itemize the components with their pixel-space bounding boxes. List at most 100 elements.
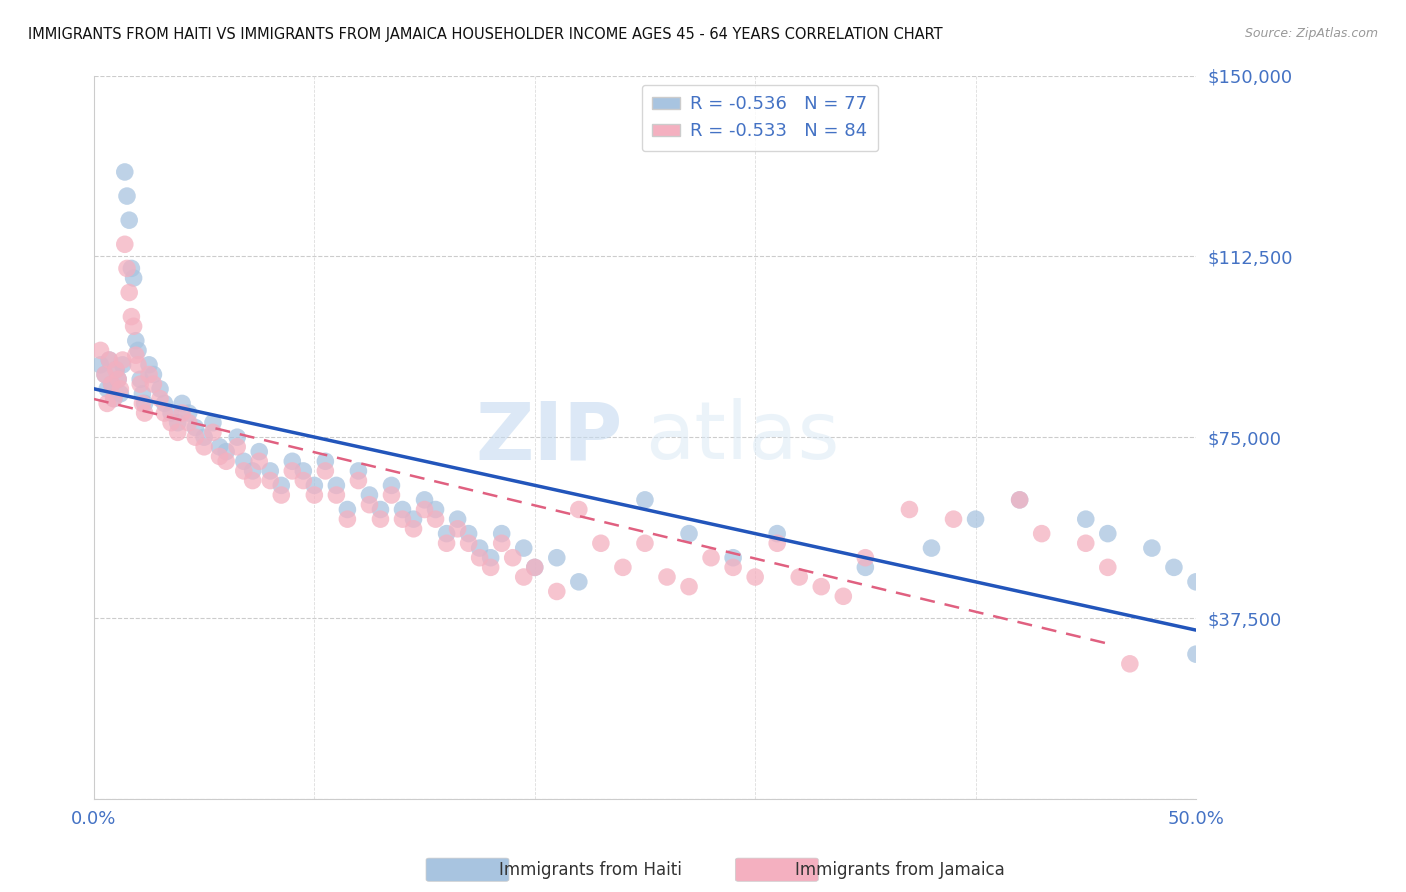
Point	[292, 464, 315, 478]
Point	[184, 420, 207, 434]
Point	[721, 550, 744, 565]
Point	[1074, 512, 1097, 526]
Point	[215, 444, 238, 458]
Point	[425, 502, 447, 516]
Point	[110, 386, 132, 401]
Point	[380, 478, 402, 492]
Point	[391, 512, 413, 526]
Point	[380, 488, 402, 502]
Point	[177, 416, 200, 430]
Point	[413, 502, 436, 516]
Point	[965, 512, 987, 526]
Point	[853, 550, 876, 565]
Point	[114, 237, 136, 252]
Point	[325, 478, 347, 492]
Point	[98, 353, 121, 368]
Point	[100, 377, 122, 392]
Point	[129, 372, 152, 386]
Text: ZIP: ZIP	[475, 398, 623, 476]
Point	[122, 319, 145, 334]
Point	[281, 464, 304, 478]
Point	[247, 454, 270, 468]
Point	[226, 440, 249, 454]
Point	[468, 550, 491, 565]
Point	[402, 512, 425, 526]
Point	[721, 560, 744, 574]
Point	[142, 368, 165, 382]
Point	[134, 396, 156, 410]
Point	[491, 526, 513, 541]
Point	[512, 541, 534, 555]
Point	[100, 377, 122, 392]
Point	[94, 368, 117, 382]
Point	[115, 261, 138, 276]
Point	[1097, 560, 1119, 574]
Point	[270, 478, 292, 492]
Point	[125, 334, 148, 348]
Point	[242, 464, 264, 478]
Point	[370, 512, 392, 526]
Point	[921, 541, 943, 555]
Point	[118, 213, 141, 227]
Point	[232, 454, 254, 468]
Point	[90, 343, 112, 358]
Point	[336, 502, 359, 516]
Point	[1119, 657, 1142, 671]
Point	[568, 502, 591, 516]
Point	[898, 502, 921, 516]
Point	[1097, 526, 1119, 541]
Point	[281, 454, 304, 468]
Point	[359, 498, 381, 512]
Point	[98, 353, 121, 368]
Point	[446, 522, 468, 536]
Point	[215, 454, 238, 468]
Point	[479, 560, 502, 574]
Point	[247, 444, 270, 458]
Point	[347, 474, 370, 488]
Point	[115, 189, 138, 203]
Text: atlas: atlas	[645, 398, 839, 476]
Point	[96, 382, 118, 396]
Point	[314, 454, 336, 468]
Point	[523, 560, 546, 574]
Point	[120, 310, 142, 324]
Point	[325, 488, 347, 502]
Point	[201, 425, 224, 440]
Point	[744, 570, 766, 584]
Point	[259, 474, 281, 488]
Point	[1185, 647, 1208, 661]
Point	[208, 450, 231, 464]
Point	[193, 430, 215, 444]
Point	[1031, 526, 1053, 541]
Point	[122, 271, 145, 285]
Point	[589, 536, 612, 550]
Point	[832, 590, 855, 604]
Point	[766, 526, 789, 541]
Point	[125, 348, 148, 362]
Point	[166, 425, 188, 440]
Point	[96, 396, 118, 410]
Point	[242, 474, 264, 488]
Point	[1140, 541, 1163, 555]
Point	[502, 550, 524, 565]
Point	[172, 406, 194, 420]
Point	[114, 165, 136, 179]
Point	[457, 526, 479, 541]
Point	[134, 406, 156, 420]
Point	[110, 382, 132, 396]
Point	[634, 536, 657, 550]
Point	[1185, 574, 1208, 589]
Point	[111, 358, 134, 372]
Point	[149, 382, 172, 396]
Point	[1008, 492, 1031, 507]
Point	[193, 440, 215, 454]
Point	[184, 430, 207, 444]
Point	[107, 372, 129, 386]
Point	[120, 261, 142, 276]
Point	[391, 502, 413, 516]
Point	[103, 392, 125, 406]
Point	[512, 570, 534, 584]
Point	[436, 526, 458, 541]
Point	[678, 526, 700, 541]
Text: Immigrants from Haiti: Immigrants from Haiti	[499, 861, 682, 879]
